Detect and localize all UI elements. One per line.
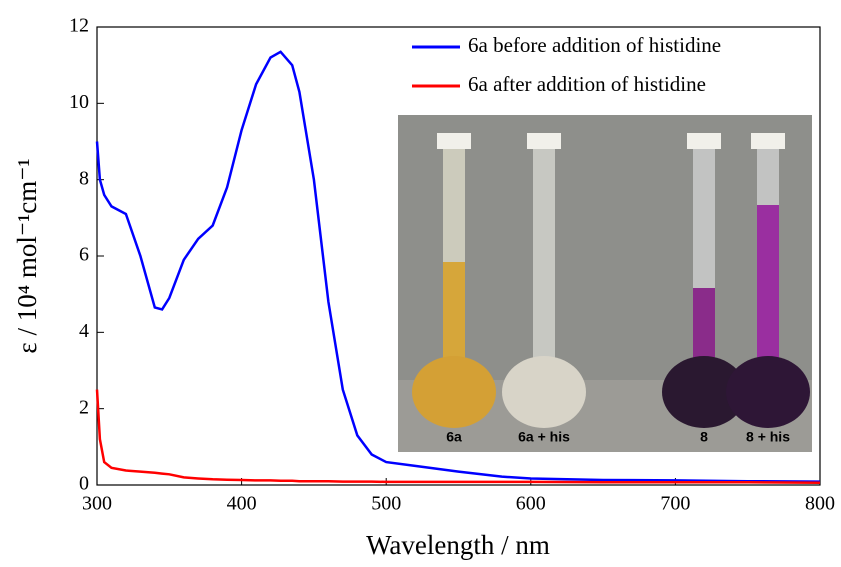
flask-liquid	[757, 205, 779, 383]
photo-label: 6a	[446, 429, 462, 445]
flask-neck	[533, 145, 555, 385]
flask-liquid	[443, 262, 465, 382]
flask-cap	[751, 133, 785, 149]
flask-cap	[437, 133, 471, 149]
flask-cap	[687, 133, 721, 149]
y-tick-label: 2	[79, 396, 89, 418]
data-line	[95, 50, 821, 483]
x-tick-label: 600	[516, 493, 546, 515]
y-axis-label: ε / 10⁴ mol⁻¹cm⁻¹	[12, 158, 42, 353]
photo-label: 8	[700, 429, 708, 445]
y-tick-label: 4	[79, 320, 89, 342]
photo-label: 8 + his	[746, 429, 790, 445]
flask-bulb	[412, 356, 496, 428]
flask-bulb	[726, 356, 810, 428]
y-tick-label: 12	[69, 15, 89, 37]
x-tick-label: 500	[371, 493, 401, 515]
flask-bulb	[502, 356, 586, 428]
y-tick-label: 6	[79, 244, 89, 266]
y-tick-label: 8	[79, 167, 89, 189]
x-tick-label: 300	[82, 493, 112, 515]
x-tick-label: 700	[660, 493, 690, 515]
flask-cap	[527, 133, 561, 149]
y-tick-label: 10	[69, 91, 89, 113]
y-tick-label: 0	[79, 473, 89, 495]
inset-photo	[398, 115, 812, 452]
x-tick-label: 400	[227, 493, 257, 515]
x-tick-label: 800	[805, 493, 835, 515]
data-line	[95, 389, 821, 484]
legend-label: 6a after addition of histidine	[468, 72, 706, 96]
x-axis-label: Wavelength / nm	[366, 530, 550, 560]
legend-label: 6a before addition of histidine	[468, 33, 721, 57]
flask-bulb	[662, 356, 746, 428]
photo-label: 6a + his	[518, 429, 570, 445]
